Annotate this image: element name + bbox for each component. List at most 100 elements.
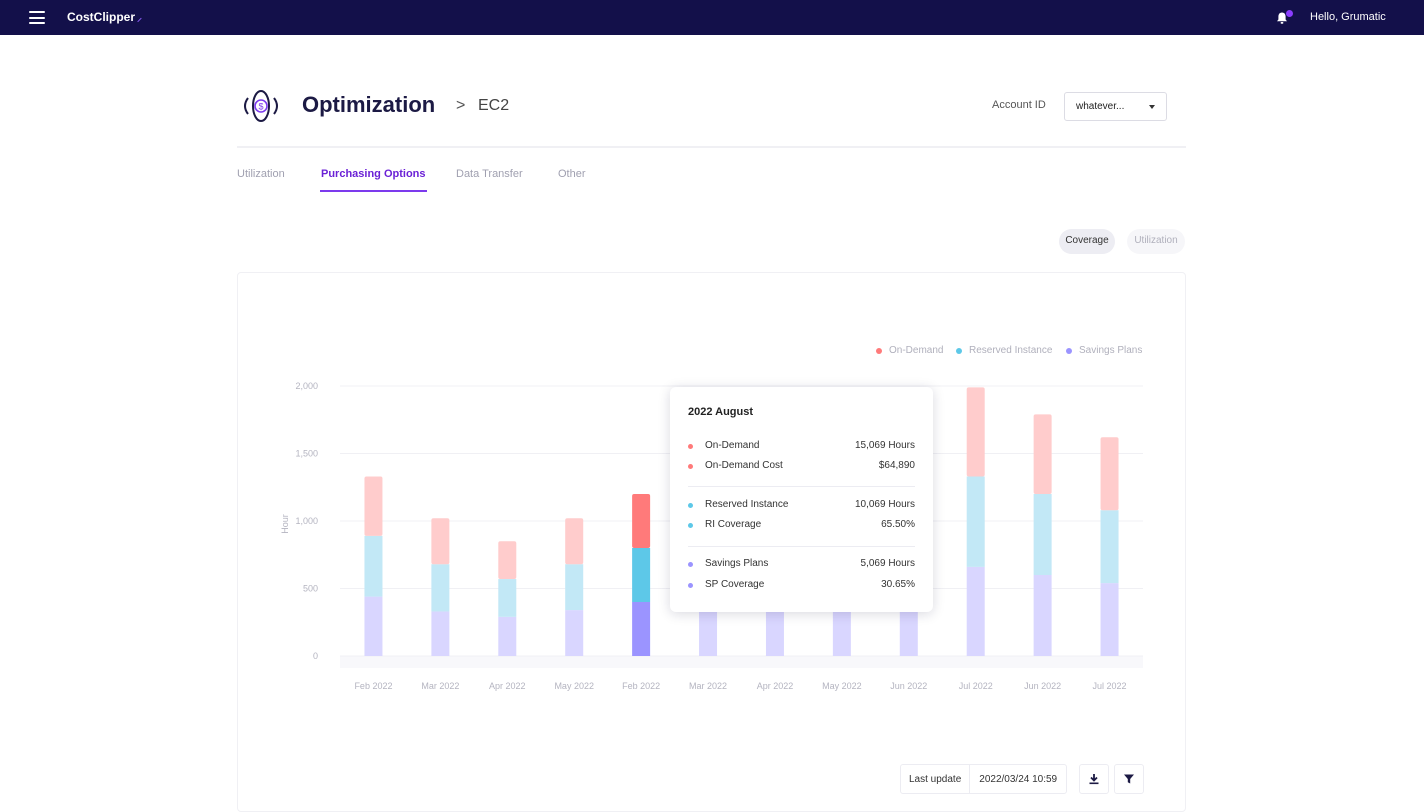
legend-label: Savings Plans [1079,345,1143,356]
bar-segment [1100,510,1119,584]
legend-item-savings-plans[interactable]: Savings Plans [1066,345,1142,356]
x-tick-label: Apr 2022 [757,681,794,691]
bar-segment [966,476,985,567]
utilization-toggle[interactable]: Utilization [1127,229,1185,254]
tooltip-label: RI Coverage [705,519,762,530]
x-tick-label: Jun 2022 [890,681,927,691]
bar-segment [1033,414,1052,494]
legend-dot [956,347,962,354]
bar-segment [699,611,718,656]
tooltip-dot [688,503,693,508]
tooltip-value: 30.65% [881,579,915,590]
tooltip-title: 2022 August [688,406,754,418]
tooltip-row-on-demand-cost: On-Demand Cost $64,890 [688,460,915,474]
legend-label: Reserved Instance [969,345,1053,356]
tab-other[interactable]: Other [558,168,586,180]
header-divider [237,146,1186,148]
breadcrumb[interactable]: EC2 [478,97,510,114]
download-button[interactable] [1079,764,1109,794]
notification-badge [1286,10,1293,17]
tooltip-label: Savings Plans [705,558,769,569]
download-icon [1089,774,1099,785]
bar-segment [565,518,584,565]
tooltip-label: On-Demand Cost [705,460,783,471]
last-update-box: Last update 2022/03/24 10:59 [900,764,1068,794]
x-tick-label: May 2022 [554,681,594,691]
y-tick-label: 1,000 [295,516,318,526]
x-tick-label: May 2022 [822,681,862,691]
tooltip-row-sp-coverage: SP Coverage 30.65% [688,579,915,593]
brand-name: CostClipper [67,10,136,24]
chevron-right-icon: > [456,97,466,114]
tooltip-value: 10,069 Hours [854,499,915,510]
tooltip-row-reserved-instance: Reserved Instance 10,069 Hours [688,499,915,513]
plot-baseline [340,656,1143,668]
x-tick-label: Mar 2022 [421,681,459,691]
y-tick-label: 2,000 [295,381,318,391]
y-axis-label: Hour [280,514,290,534]
tooltip-divider [688,486,915,487]
tab-purchasing-options[interactable]: Purchasing Options [321,168,426,180]
bar-segment [632,548,651,602]
chevron-down-icon [1149,105,1155,109]
tooltip-row-on-demand: On-Demand 15,069 Hours [688,440,915,454]
svg-text:$: $ [258,102,263,112]
last-update-label: Last update [901,765,971,793]
bar-segment [498,579,517,617]
tooltip-dot [688,523,693,528]
tooltip-dot [688,583,693,588]
tooltip-value: 15,069 Hours [854,440,915,451]
y-tick-label: 1,500 [295,449,318,459]
bar-segment [1033,575,1052,656]
bar-segment [1100,437,1119,511]
tooltip-dot [688,464,693,469]
x-tick-label: Jun 2022 [1024,681,1061,691]
x-tick-label: Mar 2022 [689,681,727,691]
bar-segment [765,611,784,656]
tooltip-value: $64,890 [878,460,915,471]
chart-tooltip: 2022 August On-Demand 15,069 Hours On-Dem… [670,387,933,612]
x-tick-label: Feb 2022 [622,681,660,691]
tooltip-dot [688,444,693,449]
bar-segment [431,611,450,656]
filter-icon [1124,774,1134,784]
brand-logo[interactable]: CostClipper ⸝ [67,10,142,24]
bar-segment [966,387,985,477]
tooltip-label: On-Demand [705,440,760,451]
bar-segment [1033,494,1052,575]
bar-segment [966,566,985,656]
tooltip-divider [688,546,915,547]
filter-button[interactable] [1114,764,1144,794]
account-id-label: Account ID [992,99,1046,111]
x-tick-label: Apr 2022 [489,681,526,691]
tooltip-row-savings-plans: Savings Plans 5,069 Hours [688,558,915,572]
tooltip-value: 5,069 Hours [860,558,915,569]
menu-icon[interactable] [29,11,45,24]
active-tab-indicator [320,190,427,192]
tab-data-transfer[interactable]: Data Transfer [456,168,523,180]
legend-item-reserved-instance[interactable]: Reserved Instance [956,345,1052,356]
bar-segment [431,518,450,565]
last-update-value: 2022/03/24 10:59 [979,774,1058,785]
tooltip-row-ri-coverage: RI Coverage 65.50% [688,519,915,533]
page-title: Optimization [302,92,436,117]
legend-item-on-demand[interactable]: On-Demand [876,345,943,356]
tab-utilization[interactable]: Utilization [237,168,285,180]
tooltip-label: Reserved Instance [705,499,789,510]
user-greeting[interactable]: Hello, Grumatic [1310,11,1386,23]
x-tick-label: Feb 2022 [354,681,392,691]
tooltip-dot [688,562,693,567]
bar-segment [565,610,584,656]
coverage-toggle[interactable]: Coverage [1059,229,1115,254]
legend-dot [876,347,882,354]
bar-segment [498,541,517,580]
bar-segment [364,535,383,597]
bell-icon[interactable] [1275,11,1289,25]
account-id-select[interactable]: whatever... [1064,92,1167,121]
y-tick-label: 500 [303,584,318,594]
bar-segment [565,564,584,611]
bar-segment [364,476,383,536]
legend-dot [1066,347,1072,354]
bar-segment [431,564,450,612]
bar-segment [832,611,851,656]
